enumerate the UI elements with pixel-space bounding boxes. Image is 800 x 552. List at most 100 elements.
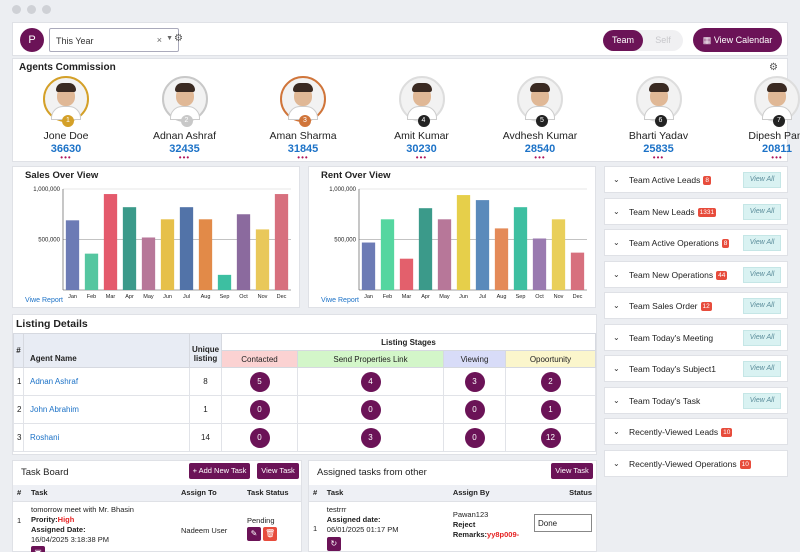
- opportunity-count[interactable]: 1: [540, 399, 561, 420]
- agent-score: 20811: [762, 143, 792, 155]
- window-minimize-dot[interactable]: [27, 5, 36, 14]
- sidebar-item-label: Team New Leads: [629, 206, 695, 217]
- bar-feb: [84, 253, 99, 290]
- listing-table: # Agent Name Unique listing Listing Stag…: [13, 333, 596, 452]
- window-close-dot[interactable]: [12, 5, 21, 14]
- viewing-count[interactable]: 0: [464, 427, 485, 448]
- chevron-down-icon[interactable]: ⌄: [613, 395, 620, 405]
- send-link-count[interactable]: 0: [360, 399, 381, 420]
- listing-details-panel: Listing Details # Agent Name Unique list…: [12, 314, 597, 455]
- agent-card[interactable]: 1 Jone Doe 36630 •••: [16, 76, 116, 162]
- viewing-count[interactable]: 3: [464, 371, 485, 392]
- agent-card[interactable]: 5 Avdhesh Kumar 28540 •••: [490, 76, 590, 162]
- calendar-icon: ▦: [702, 35, 712, 45]
- agent-card[interactable]: 4 Amit Kumar 30230 •••: [372, 76, 472, 162]
- toggle-self[interactable]: Self: [655, 35, 671, 45]
- x-tick-label: Aug: [497, 294, 507, 300]
- status-field[interactable]: Done: [534, 513, 592, 532]
- view-all-button[interactable]: View All: [743, 266, 781, 283]
- agent-card[interactable]: 3 Aman Sharma 31845 •••: [253, 76, 353, 162]
- agent-card[interactable]: 2 Adnan Ashraf 32435 •••: [135, 76, 235, 162]
- period-select[interactable]: This Year × ▼: [49, 28, 179, 52]
- sidebar-item-recently-viewed-leads[interactable]: ⌄ Recently-Viewed Leads 10: [604, 418, 788, 445]
- more-dots[interactable]: •••: [60, 153, 72, 162]
- chevron-down-icon[interactable]: ⌄: [613, 175, 620, 184]
- x-tick-label: Jan: [364, 294, 373, 300]
- view-calendar-button[interactable]: ▦ View Calendar: [693, 28, 782, 52]
- view-report-link[interactable]: Viwe Report: [321, 297, 360, 304]
- contacted-count[interactable]: 0: [249, 427, 270, 448]
- assigned-date: 06/01/2025 01:17 PM: [326, 524, 399, 534]
- sidebar-item-team-new-leads[interactable]: ⌄ Team New Leads 1331 View All: [604, 197, 788, 225]
- sidebar-item-recently-viewed-operations[interactable]: ⌄ Recently-Viewed Operations 10: [604, 449, 788, 477]
- sidebar-item-team-today-s-subject1[interactable]: ⌄ Team Today's Subject1 View All: [604, 355, 788, 382]
- agent-link[interactable]: John Abrahim: [30, 405, 79, 414]
- more-dots[interactable]: •••: [652, 153, 665, 162]
- gear-icon[interactable]: ⚙: [174, 33, 183, 44]
- more-dots[interactable]: •••: [178, 153, 191, 162]
- count-badge: 10: [721, 428, 733, 437]
- agent-card[interactable]: 6 Bharti Yadav 25835 •••: [609, 76, 709, 162]
- agent-link[interactable]: Roshani: [30, 433, 60, 442]
- view-all-button[interactable]: View All: [743, 392, 781, 409]
- sidebar-item-team-today-s-task[interactable]: ⌄ Team Today's Task View All: [604, 386, 788, 414]
- view-all-button[interactable]: View All: [743, 172, 781, 188]
- task-action-icon[interactable]: ▣: [31, 545, 45, 552]
- col-viewing: Viewing: [443, 350, 506, 368]
- agent-card[interactable]: 7 Dipesh Pant 20811 •••: [727, 76, 800, 162]
- sidebar-item-label: Team Today's Task: [629, 395, 701, 406]
- more-dots[interactable]: •••: [534, 153, 546, 162]
- viewing-count[interactable]: 0: [464, 399, 485, 420]
- view-task-button[interactable]: View Task: [257, 463, 299, 479]
- chevron-down-icon[interactable]: ⌄: [613, 206, 620, 216]
- gear-icon[interactable]: ⚙: [769, 62, 778, 73]
- reassign-icon[interactable]: ↻: [326, 536, 341, 551]
- user-avatar[interactable]: P: [20, 28, 44, 52]
- chevron-down-icon[interactable]: ▼: [166, 35, 173, 42]
- contacted-count[interactable]: 0: [249, 399, 270, 420]
- chevron-down-icon[interactable]: ⌄: [613, 364, 620, 373]
- toggle-team[interactable]: Team: [603, 30, 643, 51]
- add-new-task-button[interactable]: + Add New Task: [189, 463, 250, 479]
- chevron-down-icon[interactable]: ⌄: [613, 301, 620, 310]
- more-dots[interactable]: •••: [771, 153, 783, 162]
- team-self-toggle[interactable]: Team Self: [603, 30, 683, 51]
- view-all-button[interactable]: View All: [743, 329, 781, 346]
- chevron-down-icon[interactable]: ⌄: [613, 427, 620, 436]
- more-dots[interactable]: •••: [297, 153, 309, 162]
- chevron-down-icon[interactable]: ⌄: [613, 332, 620, 342]
- bar-apr: [418, 208, 433, 290]
- bar-may: [437, 219, 452, 290]
- sidebar-item-team-active-operations[interactable]: ⌄ Team Active Operations 8 View All: [604, 229, 788, 256]
- top-bar: P This Year × ▼ ⚙ Team Self ▦ View Calen…: [12, 22, 788, 56]
- opportunity-count[interactable]: 12: [540, 427, 561, 448]
- view-all-button[interactable]: View All: [743, 203, 781, 220]
- opportunity-count[interactable]: 2: [540, 371, 561, 392]
- rank-badge: 3: [299, 115, 311, 127]
- chevron-down-icon[interactable]: ⌄: [613, 238, 620, 247]
- edit-icon[interactable]: ✎: [247, 526, 261, 541]
- assigned-date: 16/04/2025 3:18:38 PM: [31, 534, 109, 544]
- view-all-button[interactable]: View All: [743, 235, 781, 251]
- sidebar-item-team-sales-order[interactable]: ⌄ Team Sales Order 12 View All: [604, 292, 788, 319]
- sidebar-item-team-new-operations[interactable]: ⌄ Team New Operations 44 View All: [604, 260, 788, 288]
- contacted-count[interactable]: 5: [249, 371, 270, 392]
- view-all-button[interactable]: View All: [743, 298, 781, 314]
- send-link-count[interactable]: 4: [360, 371, 381, 392]
- delete-icon[interactable]: 🗑: [263, 526, 278, 541]
- chevron-down-icon[interactable]: ⌄: [613, 269, 620, 279]
- sidebar-item-team-active-leads[interactable]: ⌄ Team Active Leads 8 View All: [604, 166, 788, 193]
- sidebar-item-team-today-s-meeting[interactable]: ⌄ Team Today's Meeting View All: [604, 323, 788, 351]
- view-report-link[interactable]: Viwe Report: [25, 297, 64, 304]
- panel-title: Task Board: [21, 467, 69, 478]
- rent-overview-panel: Rent Over View 1,000,000 500,000 Jan Feb Mar A…: [308, 166, 596, 308]
- agent-link[interactable]: Adnan Ashraf: [30, 377, 79, 386]
- send-link-count[interactable]: 3: [360, 427, 381, 448]
- window-maximize-dot[interactable]: [42, 5, 51, 14]
- clear-icon[interactable]: ×: [156, 35, 162, 45]
- chevron-down-icon[interactable]: ⌄: [613, 458, 620, 468]
- table-row: 1 Adnan Ashraf 8 5 4 3 2: [13, 367, 596, 396]
- more-dots[interactable]: •••: [415, 153, 428, 162]
- view-task-button[interactable]: View Task: [551, 463, 593, 479]
- view-all-button[interactable]: View All: [743, 361, 781, 377]
